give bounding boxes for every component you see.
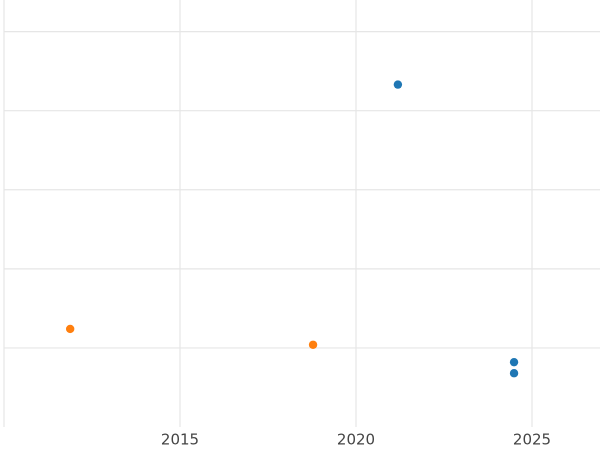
point [509,369,519,378]
point [65,324,75,334]
x-tick-label: 2015 [161,431,199,449]
point [308,340,318,349]
point [393,80,403,89]
x-tick-label: 2020 [337,431,375,449]
x-tick-label: 2025 [513,431,551,449]
point [509,357,519,367]
